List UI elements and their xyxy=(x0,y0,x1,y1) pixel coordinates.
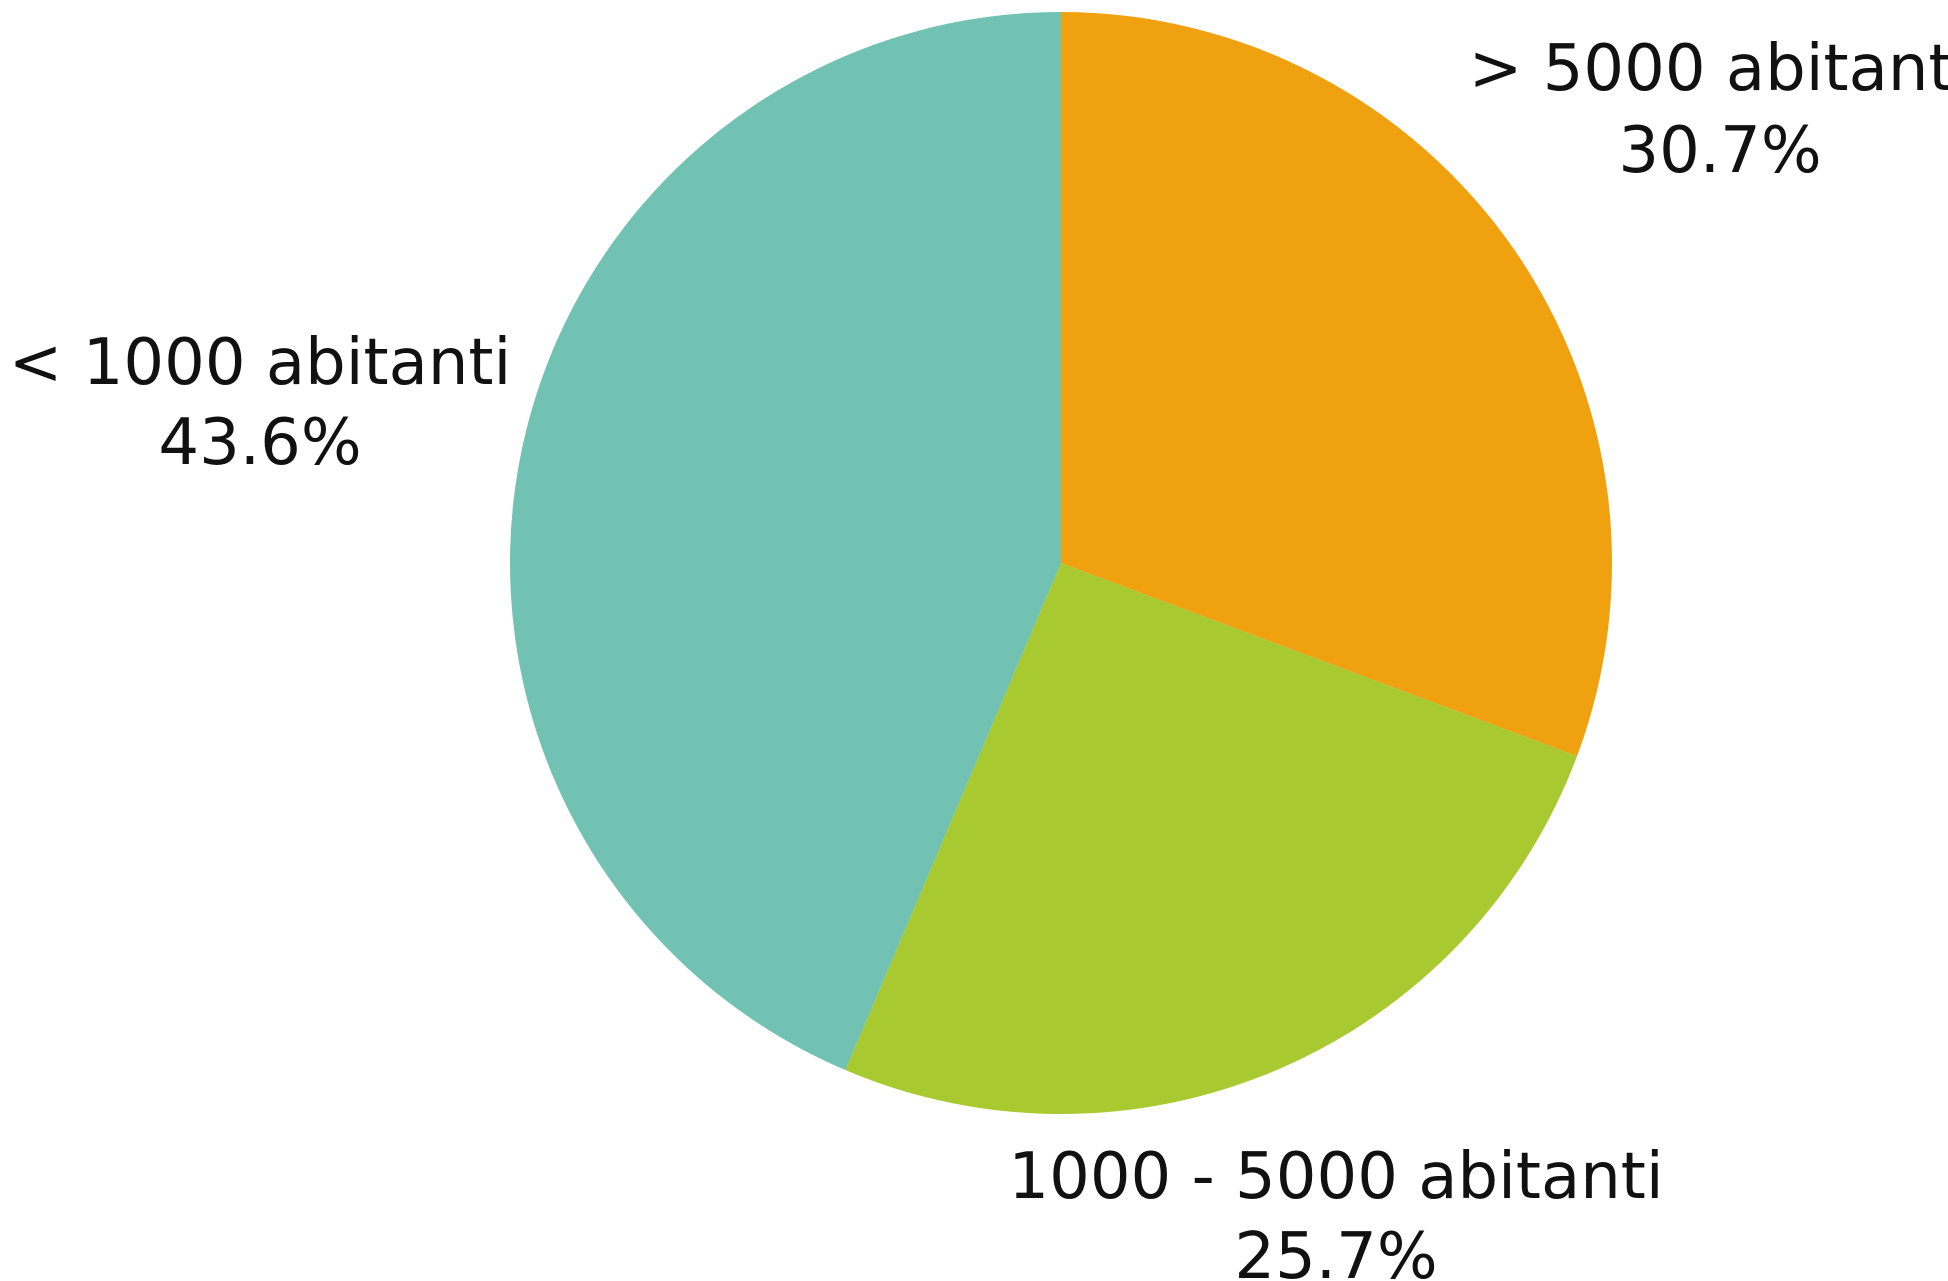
slice-label-over-5000: > 5000 abitanti xyxy=(1469,32,1948,106)
slice-value-under-1000: 43.6% xyxy=(158,406,361,480)
pie-slices xyxy=(509,12,1612,1115)
slice-under-1000 xyxy=(509,12,1061,1071)
slice-label-under-1000: < 1000 abitanti xyxy=(9,326,512,400)
slice-1000-5000 xyxy=(845,563,1578,1115)
slice-value-over-5000: 30.7% xyxy=(1618,114,1821,188)
pie-labels: > 5000 abitanti 30.7% 1000 - 5000 abitan… xyxy=(9,32,1948,1281)
slice-label-1000-5000: 1000 - 5000 abitanti xyxy=(1008,1140,1663,1214)
slice-value-1000-5000: 25.7% xyxy=(1234,1220,1437,1281)
slice-over-5000 xyxy=(1061,12,1612,757)
